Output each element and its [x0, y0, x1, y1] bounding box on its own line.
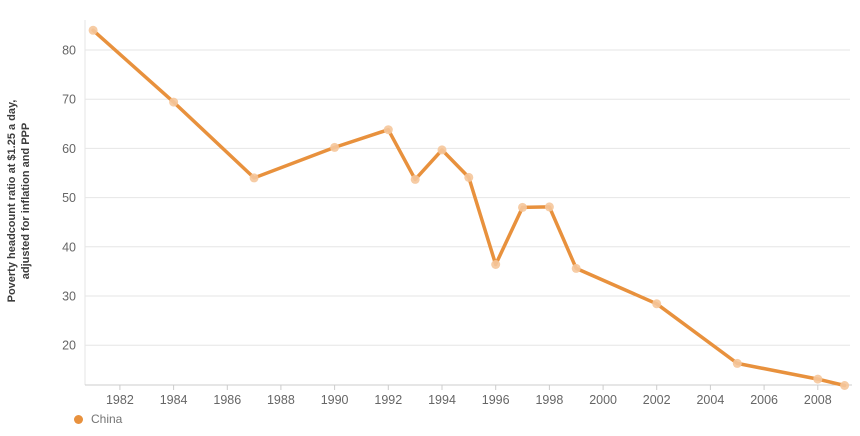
x-tick-label: 2006 — [750, 393, 778, 407]
data-point[interactable] — [840, 381, 850, 390]
x-tick-label: 1994 — [428, 393, 456, 407]
x-tick-label: 2008 — [804, 393, 832, 407]
data-point[interactable] — [169, 97, 179, 107]
y-tick-label: 50 — [62, 191, 76, 205]
x-tick-label: 1996 — [482, 393, 510, 407]
x-tick-label: 1990 — [321, 393, 349, 407]
data-point[interactable] — [518, 202, 527, 212]
data-point[interactable] — [732, 358, 742, 368]
y-tick-label: 80 — [62, 44, 76, 58]
data-point[interactable] — [383, 125, 393, 135]
y-tick-label: 40 — [62, 240, 76, 254]
y-tick-label: 70 — [62, 93, 76, 107]
data-point[interactable] — [652, 299, 662, 309]
y-tick-label: 20 — [62, 339, 76, 353]
series-line-china — [91, 28, 847, 388]
x-tick-label: 1992 — [374, 393, 402, 407]
x-tick-label: 1982 — [106, 393, 134, 407]
x-tick-label: 1986 — [213, 393, 241, 407]
x-tick-label: 2000 — [589, 393, 617, 407]
data-point[interactable] — [437, 145, 447, 155]
x-tick-label: 1984 — [160, 393, 188, 407]
y-tick-label: 60 — [62, 142, 76, 156]
x-tick-label: 2002 — [643, 393, 671, 407]
data-point[interactable] — [464, 172, 474, 182]
legend-label-china: China — [91, 412, 123, 426]
y-tick-label: 30 — [62, 290, 76, 304]
x-tick-label: 1988 — [267, 393, 295, 407]
data-point[interactable] — [813, 374, 823, 384]
data-point[interactable] — [249, 173, 259, 183]
data-point[interactable] — [410, 174, 420, 184]
x-tick-label: 1998 — [535, 393, 563, 407]
data-point[interactable] — [88, 25, 98, 35]
data-point[interactable] — [571, 263, 581, 273]
data-point[interactable] — [330, 142, 340, 152]
legend-marker-icon — [74, 414, 83, 424]
data-point[interactable] — [544, 202, 554, 212]
chart-legend[interactable]: China — [74, 412, 122, 426]
data-point[interactable] — [491, 260, 501, 269]
x-tick-label: 2004 — [696, 393, 724, 407]
